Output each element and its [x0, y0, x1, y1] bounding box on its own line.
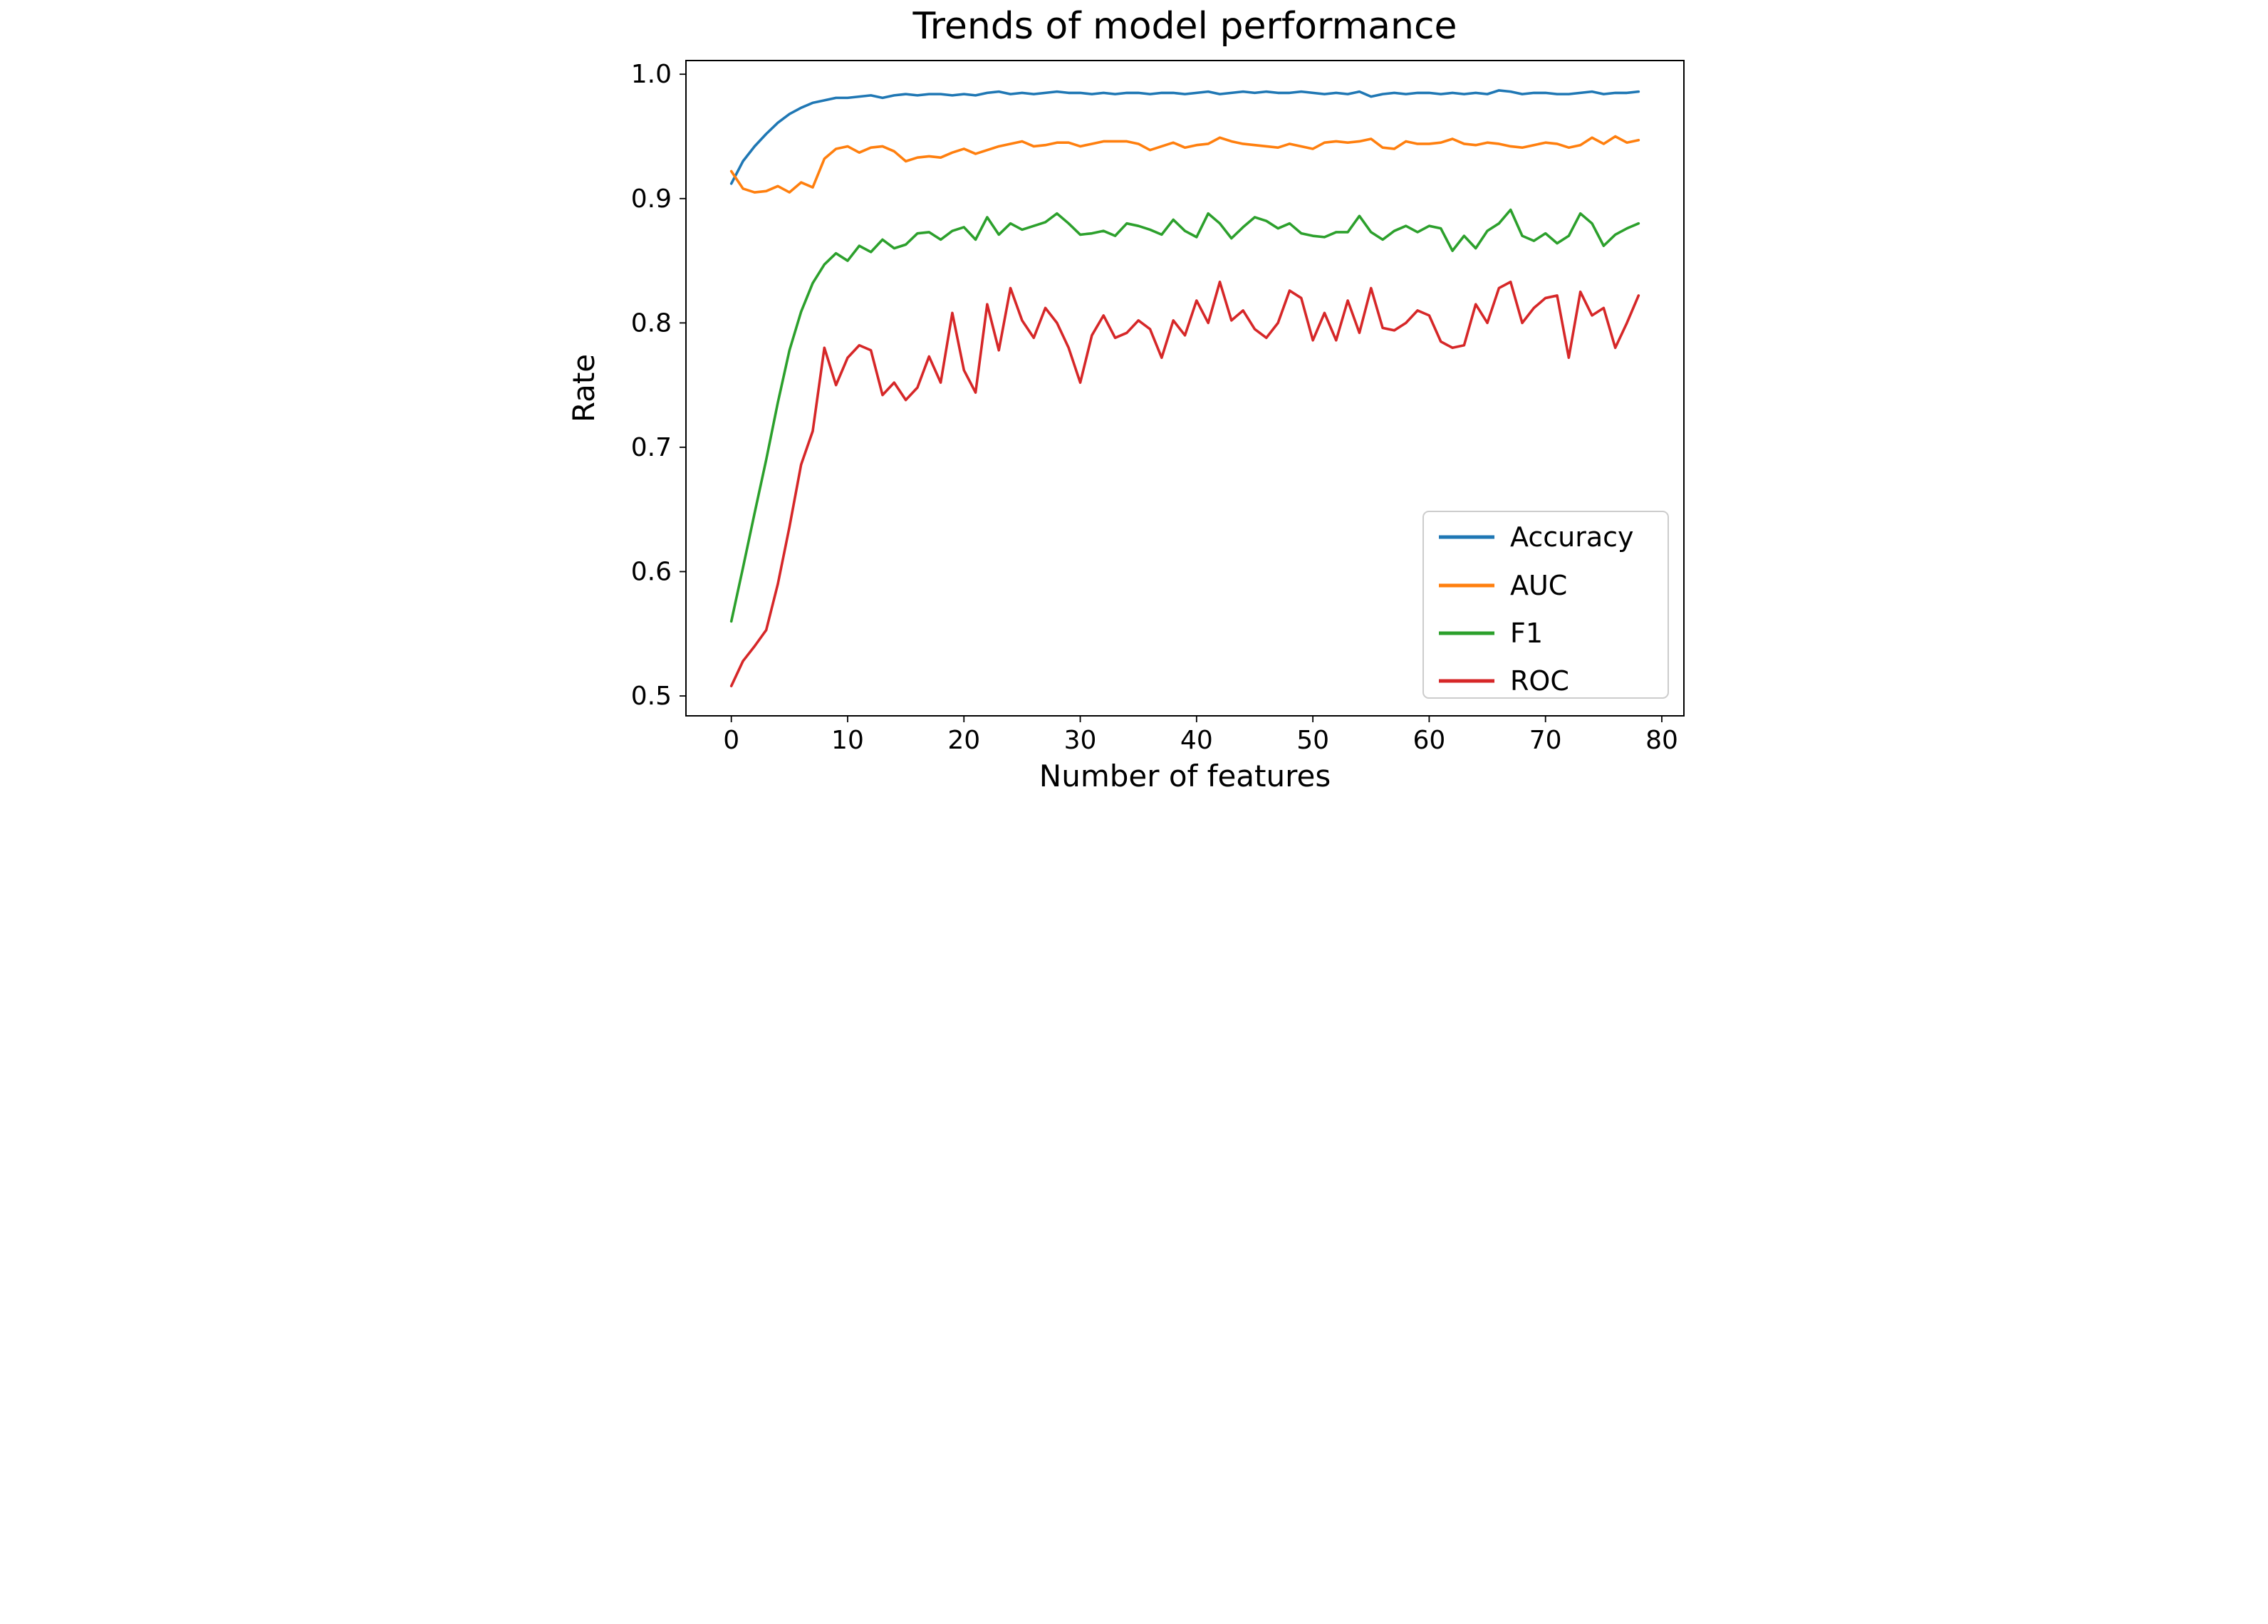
chart-title: Trends of model performance: [912, 5, 1457, 48]
x-tick-label: 60: [1413, 726, 1445, 755]
series-line-accuracy: [729, 89, 1640, 185]
chart-figure: 0 10 20 30 40 50 60 70 80 0.5 0.6 0.7 0.8 0.9 1.0 Trend…: [567, 0, 1701, 812]
performance-line-chart: 0 10 20 30 40 50 60 70 80 0.5 0.6 0.7 0.8 0.9 1.0 Trend…: [567, 0, 1701, 812]
series-line-auc: [729, 135, 1640, 194]
x-tick-label: 10: [831, 726, 864, 755]
y-tick-label: 0.9: [631, 184, 672, 214]
y-axis-label: Rate: [567, 354, 601, 422]
series-line-f1: [729, 208, 1640, 623]
legend-label-roc: ROC: [1510, 665, 1569, 697]
x-axis-label: Number of features: [1039, 759, 1331, 793]
x-tick-label: 80: [1645, 726, 1678, 755]
x-tick-label: 0: [723, 726, 739, 755]
x-tick-label: 30: [1064, 726, 1097, 755]
x-tick-label: 40: [1180, 726, 1213, 755]
x-tick-label: 20: [947, 726, 980, 755]
y-tick-label: 0.7: [631, 433, 672, 462]
y-tick-label: 0.8: [631, 308, 672, 338]
legend-label-accuracy: Accuracy: [1510, 521, 1634, 553]
legend: [1422, 511, 1669, 699]
series-line-roc: [729, 280, 1640, 687]
x-tick-label: 70: [1529, 726, 1562, 755]
y-tick-label: 0.5: [631, 682, 672, 711]
y-tick-label: 0.6: [631, 557, 672, 586]
y-tick-label: 1.0: [631, 60, 672, 89]
legend-label-auc: AUC: [1510, 570, 1567, 601]
plot-border: [685, 60, 1685, 717]
legend-label-f1: F1: [1510, 618, 1543, 649]
x-tick-label: 50: [1296, 726, 1329, 755]
